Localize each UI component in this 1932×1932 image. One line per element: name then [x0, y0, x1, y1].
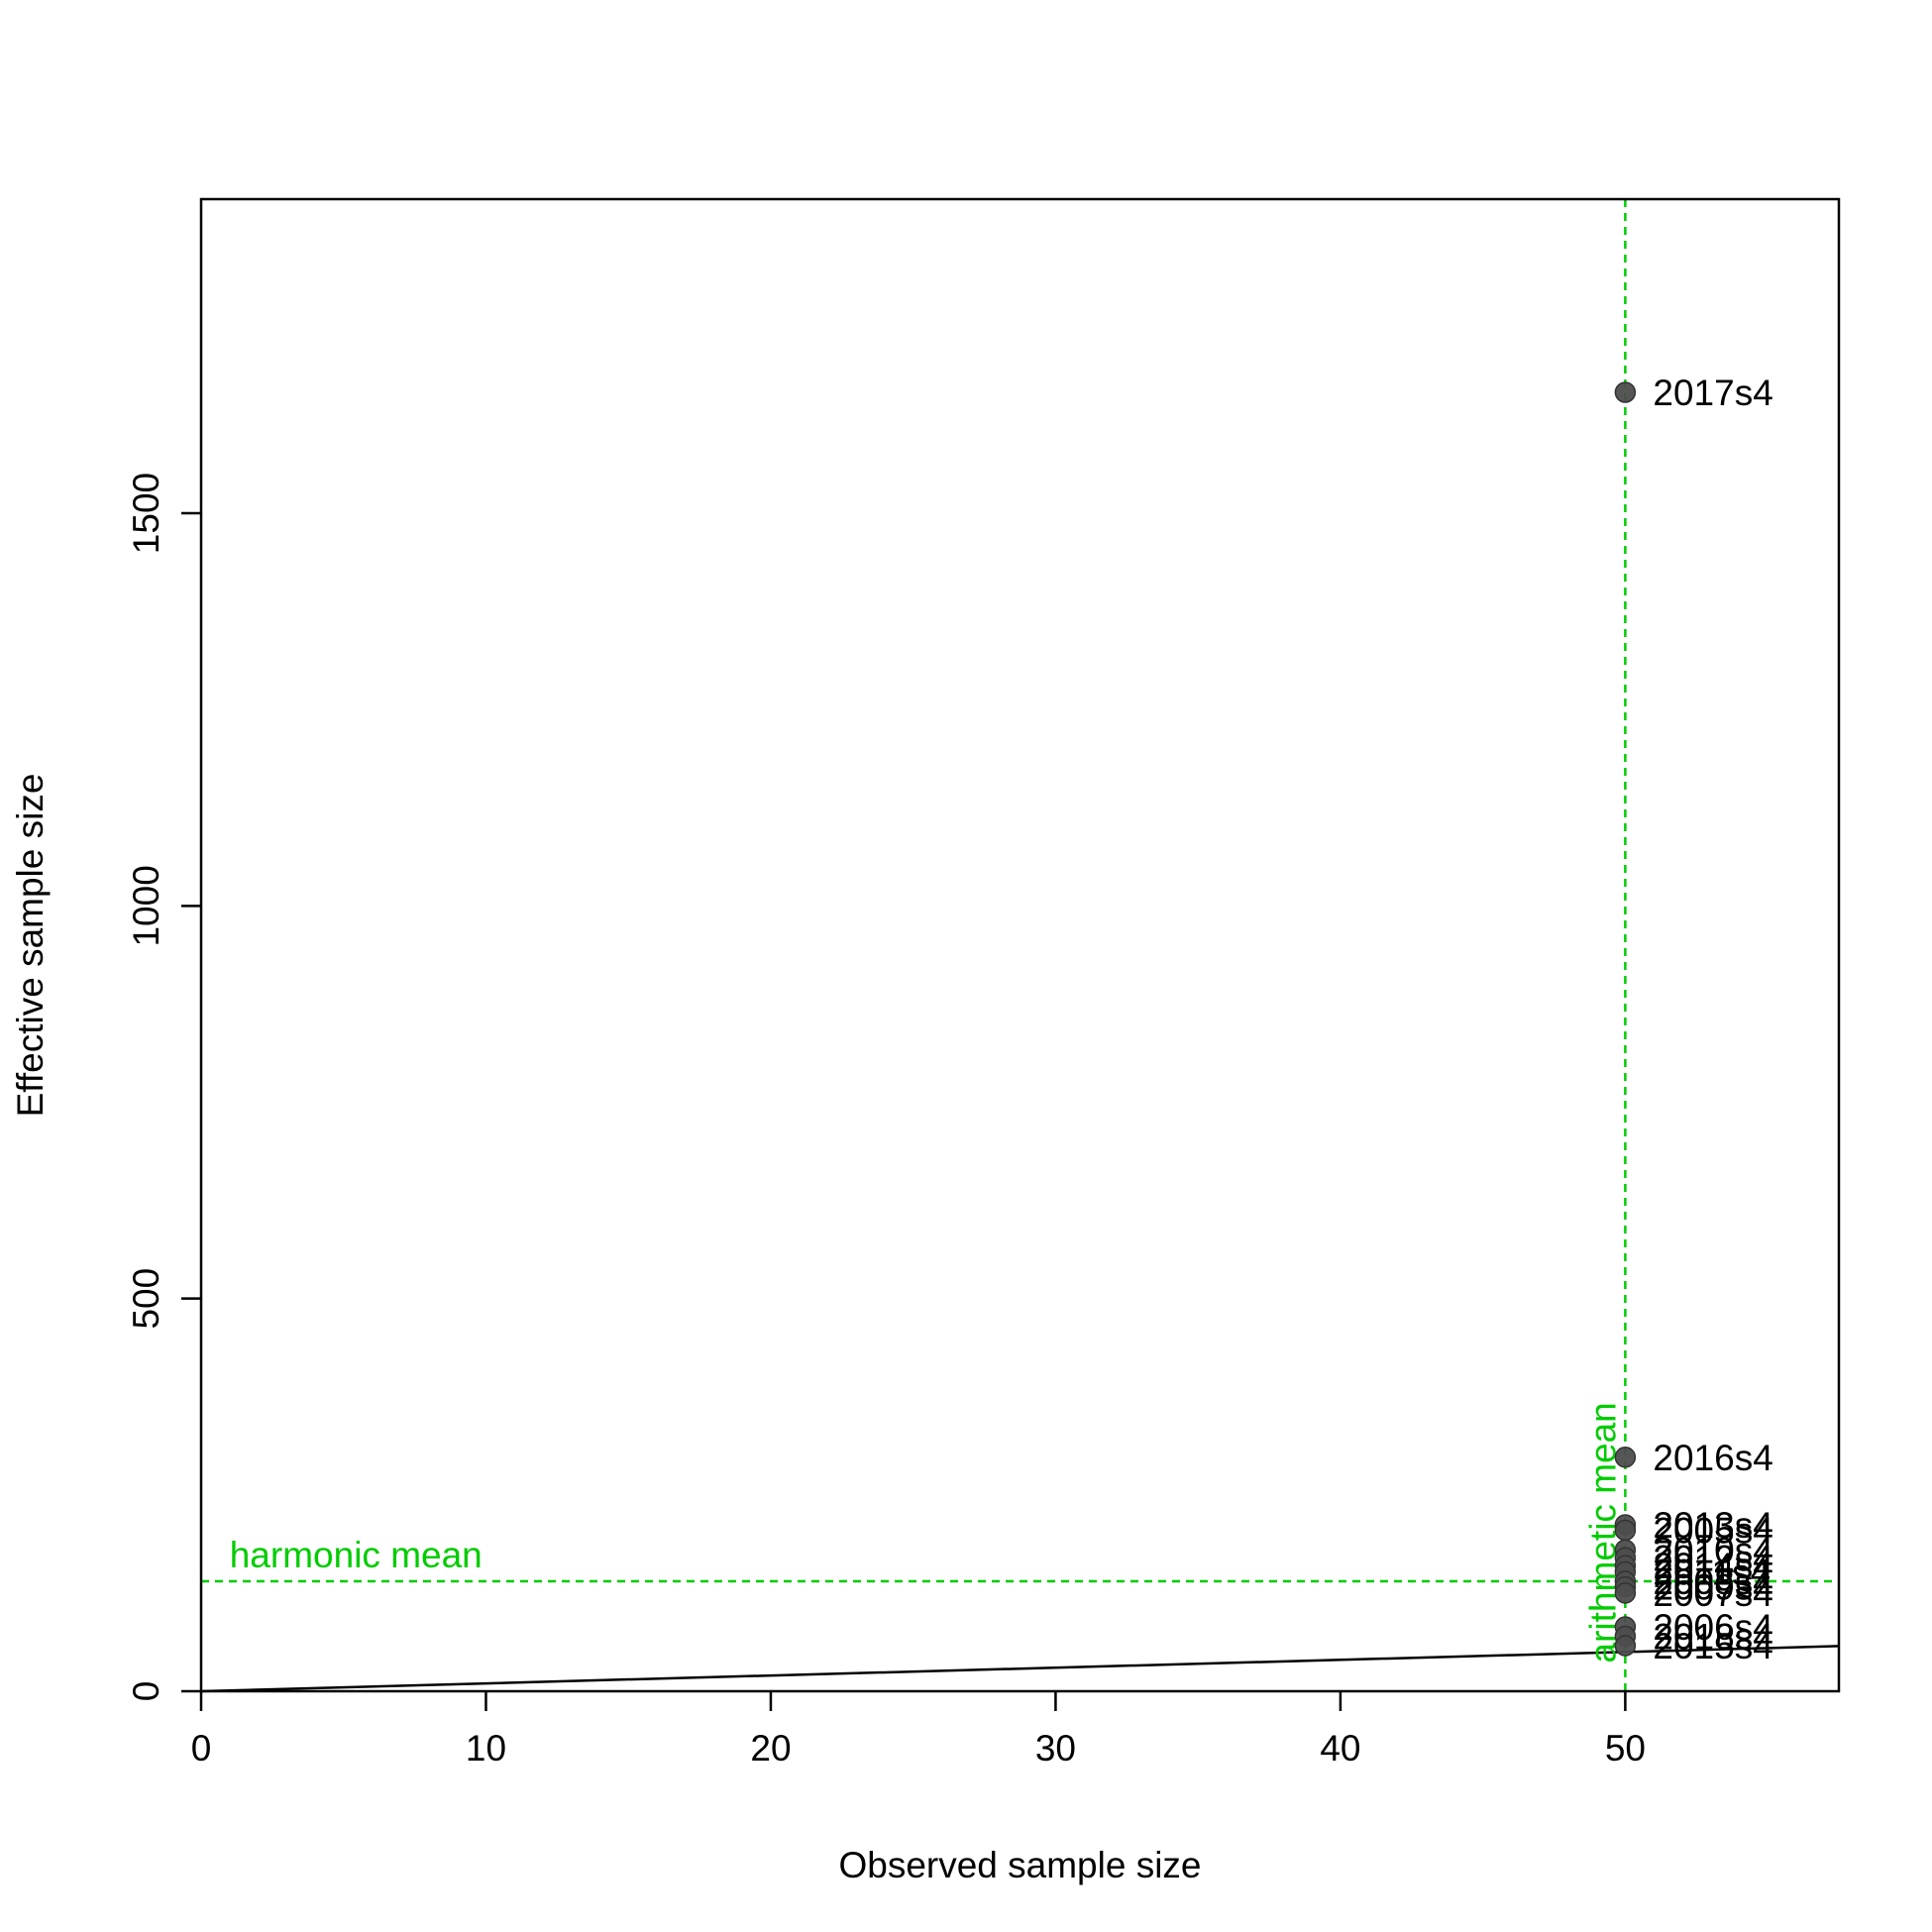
data-point — [1614, 1582, 1637, 1604]
y-tick-label: 1000 — [126, 865, 166, 946]
x-tick-label: 20 — [750, 1728, 791, 1769]
plot-frame — [199, 197, 1841, 1693]
data-point — [1614, 1519, 1637, 1542]
x-tick-label: 30 — [1035, 1728, 1076, 1769]
point-label: 2005s4 — [1653, 1511, 1772, 1552]
point-label: 2018s4 — [1653, 1617, 1772, 1658]
data-point — [1614, 381, 1637, 403]
point-label: 2016s4 — [1653, 1438, 1772, 1478]
harmonic-mean-label: harmonic mean — [230, 1535, 483, 1575]
point-label: 2014s4 — [1653, 1546, 1772, 1586]
y-tick-label: 1500 — [126, 473, 166, 554]
point-label: 2017s4 — [1653, 373, 1772, 413]
reference-lines-layer: harmonic mean arithmetic mean — [201, 199, 1839, 1691]
x-tick-label: 40 — [1320, 1728, 1360, 1769]
data-point — [1614, 1635, 1637, 1657]
y-tick-label: 0 — [126, 1681, 166, 1702]
point-label: 2012s4 — [1653, 1538, 1772, 1578]
point-label: 2015s4 — [1653, 1626, 1772, 1666]
points-layer — [1614, 381, 1637, 1657]
point-label: 2009s4 — [1653, 1567, 1772, 1608]
point-labels-layer: 2017s4 2016s4 2013s42005s42010s42012s42014… — [1653, 373, 1772, 1666]
point-label: 2010s4 — [1653, 1530, 1772, 1570]
x-tick-label: 10 — [466, 1728, 506, 1769]
point-label: 2008s4 — [1653, 1561, 1772, 1602]
point-label: 2007s4 — [1653, 1573, 1772, 1614]
one-to-one-line-layer — [200, 1645, 1840, 1693]
x-tick-label: 0 — [191, 1728, 212, 1769]
point-label: 2013s4 — [1653, 1505, 1772, 1546]
x-axis-title: Observed sample size — [838, 1845, 1201, 1885]
point-label: 2011s4 — [1653, 1553, 1771, 1593]
y-axis-title: Effective sample size — [10, 774, 51, 1118]
x-tick-label: 50 — [1605, 1728, 1646, 1769]
point-label: 2006s4 — [1653, 1607, 1772, 1648]
one-to-one-line — [200, 1645, 1840, 1693]
data-point — [1614, 1447, 1637, 1468]
y-tick-label: 500 — [126, 1268, 166, 1330]
